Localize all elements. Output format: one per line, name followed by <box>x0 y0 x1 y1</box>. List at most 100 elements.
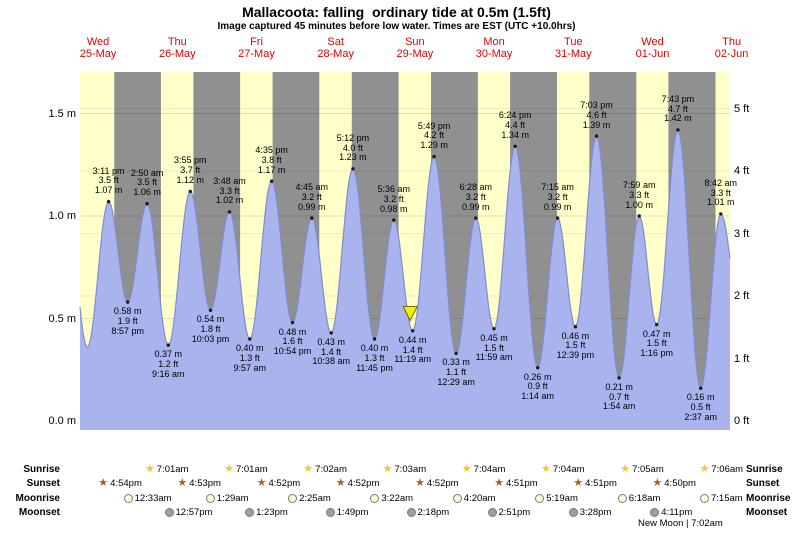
sunset-star-icon: ★ <box>573 477 584 489</box>
annotation-line: 3.3 ft <box>710 187 731 198</box>
annotation-line: 1.4 ft <box>402 344 423 355</box>
annotation-line: 1.5 ft <box>483 342 504 353</box>
sunrise-star-entry: ★ 7:02am <box>303 463 347 476</box>
moonrise-circle-icon <box>700 493 709 503</box>
annotation-line: 12:29 am <box>437 376 475 387</box>
day-label: Thu 02-Jun <box>692 36 772 60</box>
tide-high-annotation: 2:50 am 3.5 ft 1.06 m <box>118 168 176 198</box>
y-axis-label-ft: 5 ft <box>734 102 750 115</box>
tide-extreme-dot <box>573 325 578 329</box>
day-name: Sat <box>327 36 344 48</box>
tide-high-annotation: 7:43 pm 4.7 ft 1.42 m <box>649 93 707 124</box>
moonset-circle-entry: 1:23pm <box>245 506 288 519</box>
annotation-line: 12:39 pm <box>556 350 595 361</box>
moonrise-circle-entry: 3:22am <box>370 492 413 505</box>
annotation-line: 2:37 am <box>684 411 717 422</box>
y-axis-label-m: 1.0 m <box>48 210 76 222</box>
annotation-line: 7:15 am <box>541 182 574 193</box>
tide-low-annotation: 0.37 m 1.2 ft 9:16 am <box>139 349 197 379</box>
annotation-line: 0.21 m <box>605 381 633 392</box>
y-axis-label-m: 0.0 m <box>48 415 76 427</box>
tide-extreme-dot <box>432 154 436 159</box>
tide-low-annotation: 0.54 m 1.8 ft 10:03 pm <box>182 314 240 344</box>
sun-moon-time: 7:01am <box>156 463 189 475</box>
day-label: Tue 31-May <box>533 36 613 60</box>
tide-extreme-dot <box>126 300 130 304</box>
sun-moon-time: 1:23pm <box>256 507 288 518</box>
annotation-line: 4.0 ft <box>342 142 363 153</box>
annotation-line: 1.6 ft <box>282 336 303 347</box>
day-date: 01-Jun <box>635 48 670 60</box>
tide-high-annotation: 7:15 am 3.2 ft 0.99 m <box>529 182 587 212</box>
sunrise-star-icon: ★ <box>224 462 234 475</box>
day-label: Thu 26-May <box>137 36 217 60</box>
sunrise-star-icon: ★ <box>303 462 314 475</box>
annotation-line: 0.5 ft <box>690 401 711 412</box>
tide-extreme-dot <box>145 202 149 206</box>
y-axis-label-ft: 2 ft <box>734 290 750 302</box>
sunrise-star-icon: ★ <box>461 462 472 475</box>
tide-high-annotation: 7:03 pm 4.6 ft 1.39 m <box>568 100 626 130</box>
sunset-star-entry: ★ 4:54pm <box>98 477 142 490</box>
moonset-circle-icon <box>325 508 335 517</box>
annotation-line: 4.2 ft <box>424 130 445 141</box>
day-date: 30-May <box>475 48 513 60</box>
annotation-line: 0.7 ft <box>609 391 630 402</box>
sun-moon-time: 4:20am <box>463 492 496 504</box>
sunset-star-icon: ★ <box>415 477 425 489</box>
annotation-line: 1.02 m <box>215 195 244 206</box>
sunrise-star-entry: ★ 7:04am <box>462 463 506 476</box>
tide-low-annotation: 0.43 m 1.4 ft 10:38 am <box>302 337 360 367</box>
sun-moon-time: 4:52pm <box>426 478 459 489</box>
annotation-line: 0.40 m <box>236 343 264 353</box>
chart-title: Mallacoota: falling ordinary tide at 0.5… <box>242 4 551 20</box>
sun-moon-time: 7:04am <box>552 463 585 475</box>
moonset-circle-icon <box>568 508 578 517</box>
tide-low-annotation: 0.40 m 1.3 ft 9:57 am <box>221 343 279 373</box>
sunset-star-entry: ★ 4:52pm <box>336 477 380 490</box>
day-name: Tue <box>564 36 583 48</box>
annotation-line: 3.3 ft <box>629 189 650 200</box>
annotation-line: 0.16 m <box>686 392 715 403</box>
moonrise-circle-entry: 6:18am <box>617 492 660 505</box>
annotation-line: 3:48 am <box>213 175 246 186</box>
sun-moon-time: 1:29am <box>216 492 249 504</box>
annotation-line: 3.7 ft <box>180 165 201 176</box>
moonset-circle-icon <box>164 508 174 517</box>
annotation-line: 0.47 m <box>642 328 671 339</box>
moonrise-circle-entry: 5:19am <box>535 492 578 505</box>
tide-extreme-dot <box>372 337 377 341</box>
sun-moon-time: 2:25am <box>299 492 331 504</box>
tide-extreme-dot <box>269 179 274 183</box>
tide-low-annotation: 0.46 m 1.5 ft 12:39 pm <box>546 331 604 361</box>
annotation-line: 6:24 pm <box>498 110 532 121</box>
tide-extreme-dot <box>290 320 295 325</box>
sunrise-star-entry: ★ 7:03am <box>383 463 427 476</box>
moonrise-circle-entry: 12:33am <box>123 492 172 505</box>
tide-extreme-dot <box>555 216 560 220</box>
annotation-line: 5:36 am <box>377 184 411 195</box>
tide-high-annotation: 3:11 pm 3.5 ft 1.07 m <box>80 166 138 196</box>
annotation-line: 0.98 m <box>380 203 408 214</box>
tide-high-annotation: 5:36 am 3.2 ft 0.98 m <box>365 184 423 214</box>
annotation-line: 1.5 ft <box>646 338 667 349</box>
sunset-star-entry: ★ 4:51pm <box>573 477 617 490</box>
current-tide-marker <box>402 306 419 322</box>
tide-high-annotation: 7:59 am 3.3 ft 1.00 m <box>610 180 668 210</box>
day-name: Wed <box>86 36 110 48</box>
sunset-star-entry: ★ 4:50pm <box>652 477 696 490</box>
sunset-star-icon: ★ <box>256 477 267 489</box>
annotation-line: 11:45 pm <box>356 362 393 373</box>
annotation-line: 0.26 m <box>523 371 552 382</box>
annotation-line: 3.5 ft <box>137 177 158 188</box>
tide-extreme-dot <box>699 386 703 390</box>
sun-moon-time: 2:18pm <box>417 507 450 518</box>
y-axis-label-m: 1.5 m <box>48 107 76 120</box>
moonset-circle-entry: 3:28pm <box>568 506 611 519</box>
annotation-line: 3.2 ft <box>465 191 486 202</box>
sun-moon-time: 7:02am <box>315 463 347 475</box>
annotation-line: 7:43 pm <box>661 93 695 104</box>
sun-moon-row-label: Sunrise <box>23 463 60 475</box>
